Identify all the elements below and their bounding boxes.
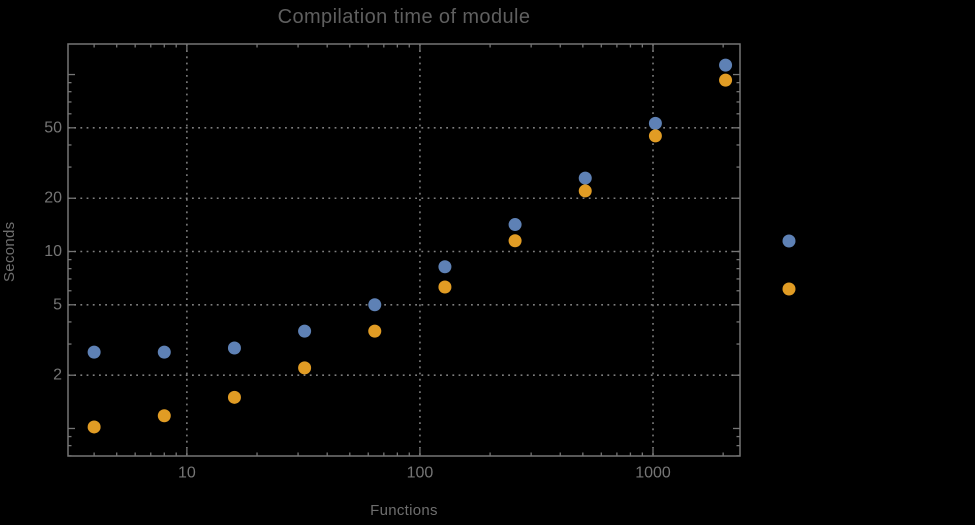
y-axis-label: Seconds [1,221,18,283]
x-axis-label: Functions [370,502,438,519]
tick-marks [68,44,740,457]
y-tick-label: 5 [53,296,62,313]
data-point [157,409,171,423]
data-point [157,345,171,359]
gridlines [68,44,740,456]
x-tick-label: 100 [407,465,434,482]
tick-labels: 10 100 1000 2 5 10 20 50 [44,119,671,481]
data-point [508,218,522,232]
y-tick-label: 2 [53,367,62,384]
legend-marker-2 [782,282,796,296]
data-point [648,129,662,143]
data-point [87,345,101,359]
data-point [368,324,382,338]
y-tick-label: 50 [44,119,62,136]
data-point [87,420,101,434]
y-tick-label: 20 [44,190,62,207]
data-point [298,361,312,375]
data-point [578,171,592,185]
x-tick-label: 1000 [635,465,671,482]
chart-title: Compilation time of module [277,6,531,28]
data-point [719,73,733,87]
data-point [227,390,241,404]
data-point [438,280,452,294]
series-2-orange-points [87,73,733,434]
data-point [648,116,662,130]
data-point [227,341,241,355]
legend [782,234,796,296]
y-tick-label: 10 [44,243,62,260]
data-point [298,324,312,338]
data-point [719,58,733,72]
series-1-blue-points [87,58,733,359]
data-point [508,234,522,248]
x-tick-label: 10 [178,465,196,482]
data-point [438,260,452,274]
legend-marker-1 [782,234,796,248]
plot-frame [67,43,741,457]
data-point [578,184,592,198]
data-point [368,298,382,312]
